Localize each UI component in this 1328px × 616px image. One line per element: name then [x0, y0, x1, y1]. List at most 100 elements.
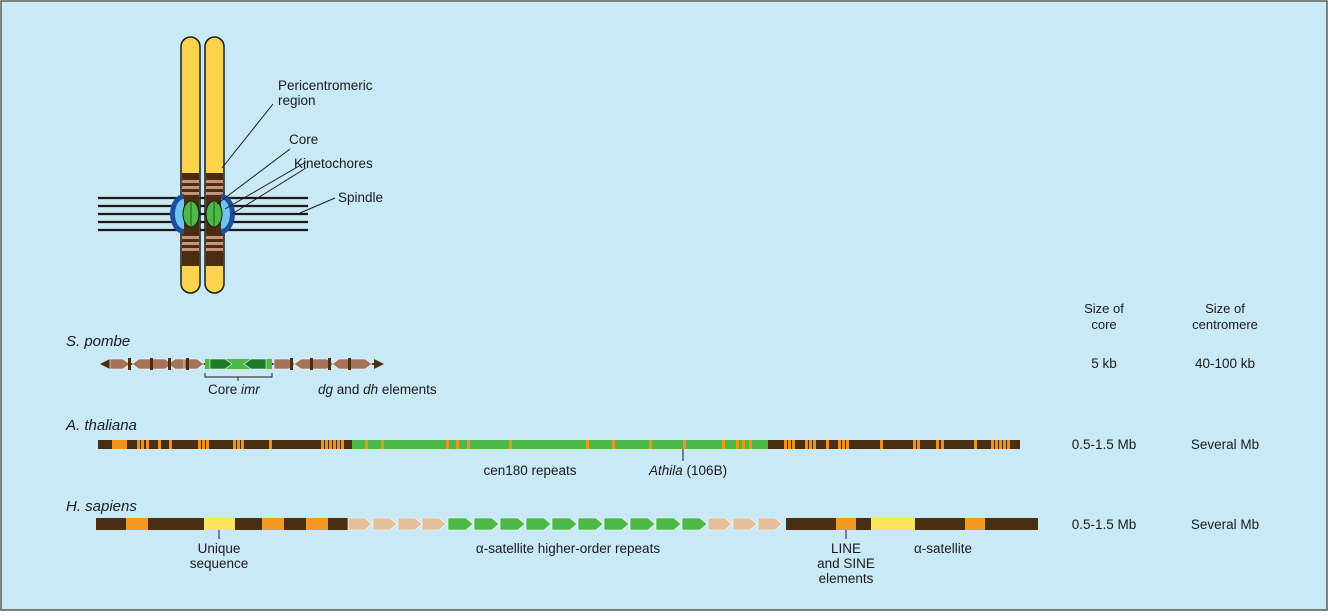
- imr-repeat: [243, 358, 267, 370]
- alpha-satellite-monomer: [707, 517, 733, 531]
- annotation-cen180: cen180 repeats: [483, 463, 576, 478]
- cen180-repeat: [999, 440, 1002, 449]
- repeat-separator: [290, 358, 293, 370]
- alpha-satellite-hor: [447, 517, 474, 531]
- repeat-separator: [168, 358, 171, 370]
- annotation-dg-dh-elements: dg and dh elements: [318, 382, 437, 397]
- cen180-repeat: [137, 440, 140, 449]
- alpha-satellite-hor: [577, 517, 604, 531]
- cen180-repeat: [158, 440, 161, 449]
- cen180-repeat: [124, 440, 127, 449]
- s-pombe-row: S. pombe Core imr dg and dh elements 5 k…: [66, 333, 1255, 397]
- label-spindle: Spindle: [338, 190, 383, 205]
- cen180-repeat: [995, 440, 998, 449]
- cen180-repeat: [325, 440, 328, 449]
- column-headers: Size of core Size of centromere: [1084, 301, 1258, 332]
- alpha-satellite-monomer: [732, 517, 758, 531]
- alpha-satellite-hor: [655, 517, 682, 531]
- cen180-repeat: [788, 440, 791, 449]
- chromatid-right: [204, 36, 225, 294]
- cen180-repeat: [586, 440, 589, 449]
- spindle-fibers: [98, 196, 308, 232]
- cen180-repeat: [456, 440, 459, 449]
- cen180-repeat: [333, 440, 336, 449]
- pericentromere-band: [182, 236, 199, 239]
- cen180-repeat: [936, 440, 939, 449]
- unique-sequence: [204, 518, 235, 530]
- pericentromere-band: [206, 248, 223, 251]
- alpha-satellite-hor: [603, 517, 630, 531]
- cen180-repeat: [329, 440, 332, 449]
- cen180-repeat: [321, 440, 324, 449]
- centromere-size-a-thaliana: Several Mb: [1191, 437, 1259, 452]
- cen180-repeat: [1003, 440, 1006, 449]
- cen180-repeat: [838, 440, 841, 449]
- cen180-repeat: [736, 440, 739, 449]
- cen180-repeat: [917, 440, 920, 449]
- cen180-repeat: [991, 440, 994, 449]
- a-thaliana-row: A. thaliana cen180 repeats Athila (106B)…: [65, 417, 1259, 478]
- cen180-repeat: [337, 440, 340, 449]
- repeat-separator: [186, 358, 189, 370]
- pericentromere-band: [206, 242, 223, 245]
- pericentromere-band: [182, 180, 199, 183]
- cen180-repeat: [115, 440, 118, 449]
- cen180-repeat: [722, 440, 725, 449]
- cen180-repeat: [846, 440, 849, 449]
- track-end-right: [374, 359, 384, 369]
- chromosome-illustration: Pericentromeric region Core Kinetochores…: [98, 36, 383, 294]
- core-imr-region: [205, 359, 272, 369]
- alpha-satellite-monomer: [397, 517, 423, 531]
- alpha-satellite-monomer: [372, 517, 398, 531]
- cen180-repeat: [612, 440, 615, 449]
- alpha-satellite-segment: [871, 518, 915, 530]
- track-end-left: [100, 359, 110, 369]
- cen180-repeat: [941, 440, 944, 449]
- h-sapiens-row: H. sapiens Unique sequence α-satellite h…: [66, 498, 1259, 586]
- callout-lines: [216, 103, 336, 215]
- annotation-alpha-satellite: α-satellite: [914, 541, 972, 556]
- cen180-repeat: [206, 440, 209, 449]
- cen180-repeat: [112, 440, 115, 449]
- cen180-repeat: [749, 440, 752, 449]
- h-sapiens-track: [96, 517, 1038, 531]
- alpha-satellite-hor: [681, 517, 708, 531]
- annotation-line-sine-line2: and SINE: [817, 556, 875, 571]
- header-centromere-size-line2: centromere: [1192, 317, 1258, 332]
- alpha-satellite-monomer: [347, 517, 373, 531]
- annotation-line-sine-line3: elements: [819, 571, 874, 586]
- alpha-satellite-monomer: [757, 517, 783, 531]
- kinetochore-left-inner: [175, 199, 184, 229]
- repeat-separator: [310, 358, 313, 370]
- repeat-separator: [348, 358, 351, 370]
- cen180-repeat: [509, 440, 512, 449]
- cen180-repeat: [809, 440, 812, 449]
- alpha-satellite-hor: [629, 517, 656, 531]
- cen180-repeat: [198, 440, 201, 449]
- centromere-size-h-sapiens: Several Mb: [1191, 517, 1259, 532]
- core-size-h-sapiens: 0.5-1.5 Mb: [1072, 517, 1137, 532]
- header-core-size-line1: Size of: [1084, 301, 1124, 316]
- cen180-repeat: [233, 440, 236, 449]
- alpha-satellite-hor: [525, 517, 552, 531]
- pericentromere-band: [182, 192, 199, 195]
- cen180-repeat: [826, 440, 829, 449]
- cen180-repeat: [784, 440, 787, 449]
- pericentromere-band: [182, 242, 199, 245]
- repeat-separator: [150, 358, 153, 370]
- cen180-repeat: [742, 440, 745, 449]
- cen180-repeat: [805, 440, 808, 449]
- cen180-repeat: [467, 440, 470, 449]
- cen180-repeat: [121, 440, 124, 449]
- cen180-repeat: [446, 440, 449, 449]
- centromere-size-s-pombe: 40-100 kb: [1195, 356, 1255, 371]
- alpha-satellite-hor: [551, 517, 578, 531]
- annotation-athila: Athila (106B): [648, 463, 727, 478]
- cen180-repeat: [792, 440, 795, 449]
- cen180-repeat: [683, 440, 686, 449]
- label-kinetochores: Kinetochores: [294, 156, 373, 171]
- cen180-repeat: [341, 440, 344, 449]
- organism-name-h-sapiens: H. sapiens: [66, 498, 137, 515]
- core-size-a-thaliana: 0.5-1.5 Mb: [1072, 437, 1137, 452]
